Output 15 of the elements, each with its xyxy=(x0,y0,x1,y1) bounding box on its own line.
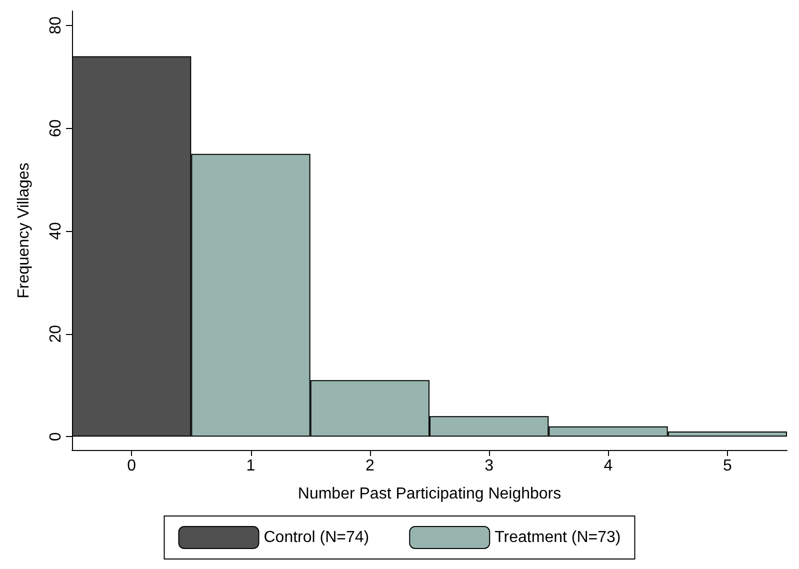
y-tick-label: 60 xyxy=(48,119,64,138)
y-axis-title: Frequency Villages xyxy=(16,162,32,298)
x-tick-label: 0 xyxy=(127,458,136,474)
x-tick-label: 4 xyxy=(604,458,613,474)
x-tick-label: 1 xyxy=(246,458,256,474)
y-tick-label: 80 xyxy=(48,16,64,34)
legend-label: Control (N=74) xyxy=(264,529,370,546)
x-tick-label: 2 xyxy=(365,458,374,474)
legend-label: Treatment (N=73) xyxy=(494,529,621,546)
y-tick-label: 0 xyxy=(48,432,64,442)
x-tick-label: 5 xyxy=(722,458,732,474)
x-axis-title: Number Past Participating Neighbors xyxy=(298,486,562,502)
y-tick-label: 40 xyxy=(48,222,64,240)
y-tick-label: 20 xyxy=(48,324,64,343)
x-tick-label: 3 xyxy=(484,458,494,474)
